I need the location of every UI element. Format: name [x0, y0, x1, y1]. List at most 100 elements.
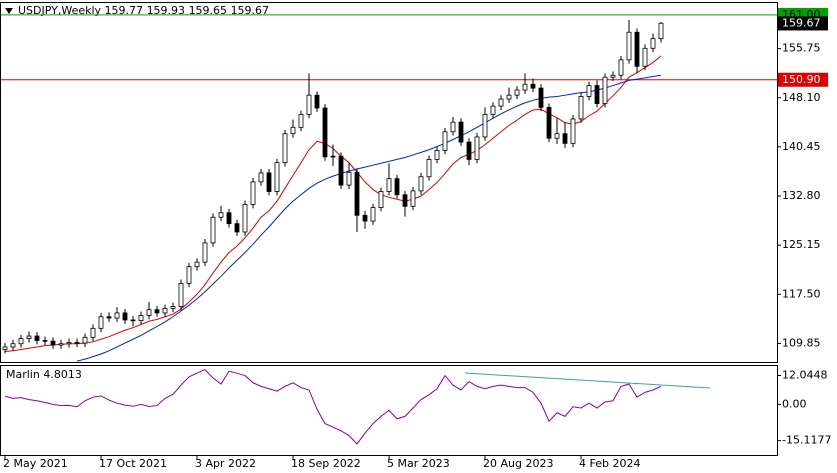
candle-body — [354, 171, 360, 216]
candle-body — [626, 31, 632, 61]
candle-body — [434, 150, 440, 160]
candle-body — [274, 162, 280, 192]
candle-body — [210, 216, 216, 244]
candle-body — [58, 343, 64, 346]
y-tick-label: 117.50 — [782, 287, 821, 300]
candle-body — [258, 172, 264, 183]
candle-body — [650, 38, 656, 49]
candle-body — [554, 133, 560, 139]
moving-average — [76, 74, 662, 362]
candle-body — [66, 342, 72, 345]
candle-body — [186, 266, 192, 284]
open-price: 159.77 — [105, 4, 144, 17]
indicator-title: Marlin 4.8013 — [6, 368, 82, 381]
candle-body — [634, 31, 640, 67]
current-price-label: 159.67 — [782, 16, 821, 29]
x-tick-label: 20 Aug 2023 — [483, 457, 553, 470]
candle-body — [562, 133, 568, 144]
high-price: 159.93 — [147, 4, 186, 17]
trend-line — [464, 372, 711, 389]
candle-body — [330, 155, 336, 158]
candle-body — [458, 121, 464, 143]
y-tick-label: 109.85 — [782, 336, 821, 349]
candle-body — [426, 159, 432, 178]
candle-body — [98, 316, 104, 329]
candle-body — [178, 282, 184, 307]
candle-body — [370, 207, 376, 222]
x-tick-label: 3 Apr 2022 — [195, 457, 256, 470]
candle-body — [546, 106, 552, 139]
candle-body — [378, 191, 384, 208]
indicator-line — [4, 368, 662, 445]
candle-body — [170, 306, 176, 309]
symbol: USDJPY,Weekly — [18, 4, 102, 17]
candle-body — [482, 114, 488, 138]
candle-body — [82, 336, 88, 344]
y-tick-label: -15.1177 — [782, 434, 831, 447]
candle-body — [362, 214, 368, 222]
candle-body — [618, 59, 624, 76]
candle-body — [498, 98, 504, 107]
candle-body — [26, 335, 32, 340]
candle-body — [594, 85, 600, 104]
candle-body — [586, 85, 592, 97]
x-tick-label: 18 Sep 2022 — [291, 457, 361, 470]
candle-body — [386, 178, 392, 192]
candle-body — [18, 338, 24, 345]
candle-body — [130, 319, 136, 322]
candle-body — [34, 335, 40, 341]
candle-body — [506, 94, 512, 100]
x-tick-label: 4 Feb 2024 — [579, 457, 640, 470]
y-tick-label: 12.0448 — [782, 368, 828, 381]
candle-body — [346, 171, 352, 186]
candle-body — [642, 47, 648, 67]
candle-body — [2, 346, 8, 350]
x-tick-label: 2 May 2021 — [3, 457, 68, 470]
candle-body — [466, 141, 472, 160]
candle-body — [402, 194, 408, 207]
chart-title: USDJPY,Weekly 159.77 159.93 159.65 159.6… — [18, 4, 269, 17]
y-tick-label: 125.15 — [782, 238, 821, 251]
candle-body — [74, 342, 80, 344]
candle-body — [114, 312, 120, 319]
candle-body — [10, 343, 16, 348]
candle-body — [226, 212, 232, 225]
candle-body — [514, 89, 520, 96]
candle-body — [202, 242, 208, 263]
candle-body — [338, 155, 344, 186]
candle-body — [106, 316, 112, 319]
level-label-box — [778, 72, 828, 87]
close-price: 159.67 — [231, 4, 270, 17]
candle-body — [290, 126, 296, 135]
candle-body — [306, 94, 312, 115]
candle-body — [298, 114, 304, 128]
candle-body — [42, 340, 48, 342]
candle-body — [658, 22, 664, 40]
candle-body — [450, 121, 456, 133]
candle-body — [90, 327, 96, 338]
candle-body — [138, 315, 144, 322]
candle-body — [122, 312, 128, 321]
candle-body — [314, 94, 320, 109]
x-tick-label: 5 Mar 2023 — [387, 457, 450, 470]
candle-body — [474, 136, 480, 160]
candle-body — [234, 223, 240, 233]
candle-body — [162, 308, 168, 314]
candle-body — [194, 261, 200, 268]
candle-body — [242, 203, 248, 233]
candle-body — [322, 107, 328, 158]
candle-body — [266, 172, 272, 192]
candle-body — [570, 118, 576, 144]
candle-body — [154, 309, 160, 314]
candle-body — [250, 181, 256, 205]
y-tick-label: 148.10 — [782, 91, 821, 104]
main-panel-frame — [0, 2, 778, 363]
candle-body — [146, 309, 152, 316]
indicator-name: Marlin — [6, 368, 40, 381]
candle-body — [522, 83, 528, 91]
collapse-icon[interactable] — [5, 8, 13, 14]
current-price-box — [778, 16, 828, 31]
candle-body — [602, 76, 608, 104]
candle-body — [218, 212, 224, 218]
